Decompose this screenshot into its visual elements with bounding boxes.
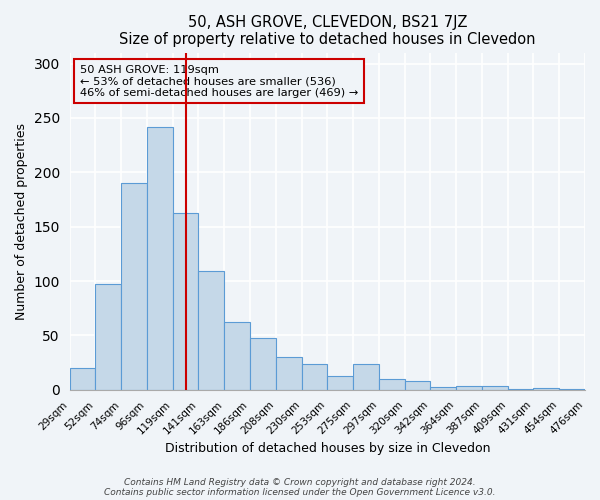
Bar (404, 381, 430, 390)
Text: Contains HM Land Registry data © Crown copyright and database right 2024.
Contai: Contains HM Land Registry data © Crown c… (104, 478, 496, 497)
Bar (430, 386, 456, 390)
X-axis label: Distribution of detached houses by size in Clevedon: Distribution of detached houses by size … (164, 442, 490, 455)
Bar (559, 389, 585, 390)
Bar (173, 212, 199, 390)
Bar (456, 386, 482, 390)
Bar (353, 364, 379, 390)
Bar (482, 386, 508, 390)
Bar (276, 357, 302, 390)
Bar (302, 364, 328, 390)
Bar (508, 389, 533, 390)
Title: 50, ASH GROVE, CLEVEDON, BS21 7JZ
Size of property relative to detached houses i: 50, ASH GROVE, CLEVEDON, BS21 7JZ Size o… (119, 15, 536, 48)
Bar (224, 322, 250, 390)
Bar (379, 379, 404, 390)
Bar (199, 272, 224, 390)
Bar (147, 126, 173, 390)
Bar (533, 388, 559, 390)
Bar (70, 368, 95, 390)
Bar (328, 376, 353, 390)
Text: 50 ASH GROVE: 119sqm
← 53% of detached houses are smaller (536)
46% of semi-deta: 50 ASH GROVE: 119sqm ← 53% of detached h… (80, 64, 358, 98)
Y-axis label: Number of detached properties: Number of detached properties (15, 123, 28, 320)
Bar (250, 338, 276, 390)
Bar (95, 284, 121, 390)
Bar (121, 183, 147, 390)
